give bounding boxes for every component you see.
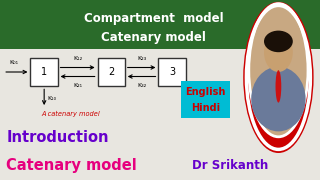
Text: K₃₂: K₃₂ [137,83,146,88]
Text: 1: 1 [41,67,47,77]
Bar [98,58,125,86]
Text: K₀₁: K₀₁ [10,60,19,65]
Text: Hindi: Hindi [191,103,220,112]
Text: A catenary model: A catenary model [41,111,100,117]
Bar [181,81,230,118]
Ellipse shape [251,67,306,131]
Text: 2: 2 [108,67,114,77]
Ellipse shape [264,32,293,72]
Bar [30,58,58,86]
Ellipse shape [249,4,308,137]
Text: K₂₁: K₂₁ [73,83,82,88]
Text: Catenary model: Catenary model [101,31,206,44]
Text: 3: 3 [169,67,175,77]
Text: Introduction: Introduction [6,130,109,145]
Text: K₁₀: K₁₀ [47,96,56,101]
Text: Compartment  model: Compartment model [84,12,223,25]
Text: K₁₂: K₁₂ [73,56,82,61]
Text: Catenary model: Catenary model [6,158,137,173]
Bar [0,0,320,49]
Text: K₂₃: K₂₃ [137,56,146,61]
Text: English: English [185,87,226,97]
Ellipse shape [264,31,293,52]
Bar [158,58,186,86]
Ellipse shape [276,70,281,103]
Text: Dr Srikanth: Dr Srikanth [192,159,268,172]
Ellipse shape [243,2,314,153]
